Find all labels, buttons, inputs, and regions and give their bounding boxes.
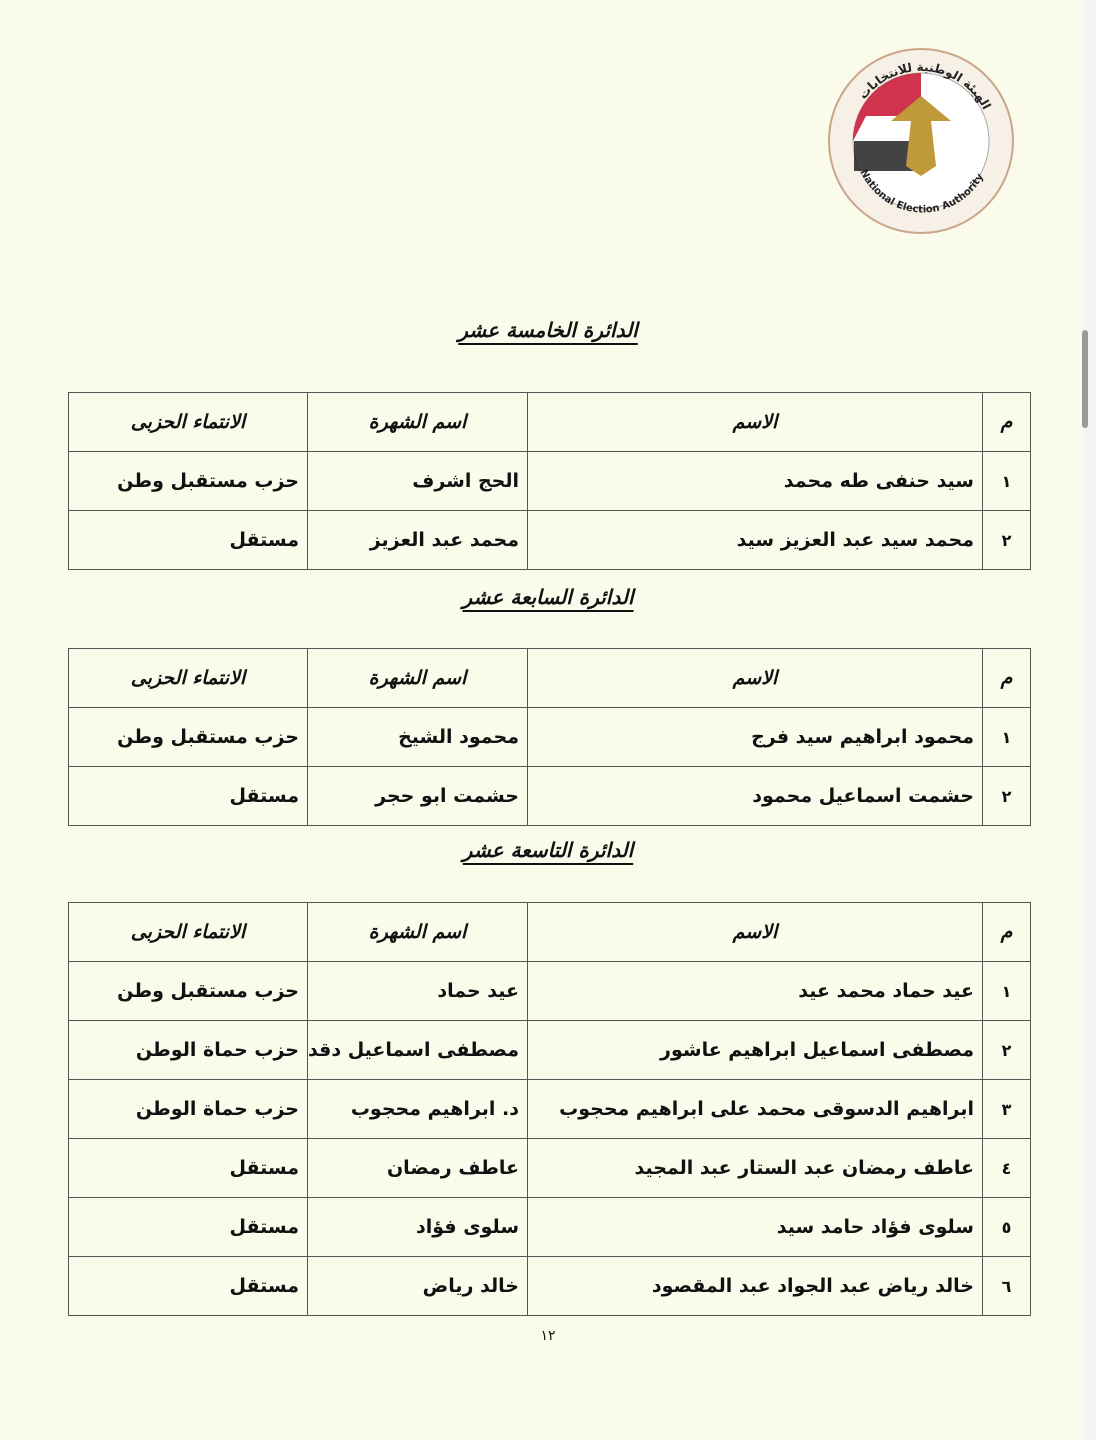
row-party: حزب حماة الوطن	[68, 1079, 308, 1139]
row-party: مستقل	[68, 766, 308, 826]
header-nickname: اسم الشهرة	[307, 392, 528, 452]
row-nickname: حشمت ابو حجر	[307, 766, 528, 826]
row-num: ٢	[982, 766, 1031, 826]
header-party: الانتماء الحزبى	[68, 902, 308, 962]
row-name: سيد حنفى طه محمد	[527, 451, 983, 511]
row-party: مستقل	[68, 510, 308, 570]
header-name: الاسم	[527, 392, 983, 452]
row-num: ١	[982, 707, 1031, 767]
row-num: ١	[982, 451, 1031, 511]
header-num: م	[982, 902, 1031, 962]
table-row: ٦ خالد رياض عبد الجواد عبد المقصود خالد …	[68, 1256, 1031, 1316]
table-header-row: م الاسم اسم الشهرة الانتماء الحزبى	[68, 902, 1031, 962]
header-party: الانتماء الحزبى	[68, 648, 308, 708]
table-header-row: م الاسم اسم الشهرة الانتماء الحزبى	[68, 648, 1031, 708]
candidates-table: م الاسم اسم الشهرة الانتماء الحزبى ١ محم…	[68, 648, 1031, 826]
table-row: ٣ ابراهيم الدسوقى محمد على ابراهيم محجوب…	[68, 1079, 1031, 1139]
row-party: حزب مستقبل وطن	[68, 961, 308, 1021]
row-name: عيد حماد محمد عيد	[527, 961, 983, 1021]
table-row: ٢ محمد سيد عبد العزيز سيد محمد عبد العزي…	[68, 510, 1031, 570]
page-number: ١٢	[540, 1328, 556, 1344]
section-title-text: الدائرة السابعة عشر	[462, 585, 634, 609]
row-num: ٣	[982, 1079, 1031, 1139]
row-nickname: خالد رياض	[307, 1256, 528, 1316]
row-nickname: محمد عبد العزيز	[307, 510, 528, 570]
row-name: مصطفى اسماعيل ابراهيم عاشور	[527, 1020, 983, 1080]
row-nickname: مصطفى اسماعيل دقدق	[307, 1020, 528, 1080]
row-nickname: سلوى فؤاد	[307, 1197, 528, 1257]
header-nickname: اسم الشهرة	[307, 648, 528, 708]
section-title-text: الدائرة الخامسة عشر	[458, 318, 638, 342]
row-name: خالد رياض عبد الجواد عبد المقصود	[527, 1256, 983, 1316]
row-nickname: محمود الشيخ	[307, 707, 528, 767]
section-title: الدائرة الخامسة عشر	[0, 318, 1096, 342]
header-name: الاسم	[527, 902, 983, 962]
row-nickname: الحج اشرف	[307, 451, 528, 511]
table-row: ٢ مصطفى اسماعيل ابراهيم عاشور مصطفى اسما…	[68, 1020, 1031, 1080]
row-name: عاطف رمضان عبد الستار عبد المجيد	[527, 1138, 983, 1198]
row-name: ابراهيم الدسوقى محمد على ابراهيم محجوب	[527, 1079, 983, 1139]
row-party: مستقل	[68, 1197, 308, 1257]
table-row: ٢ حشمت اسماعيل محمود حشمت ابو حجر مستقل	[68, 766, 1031, 826]
row-nickname: عاطف رمضان	[307, 1138, 528, 1198]
header-party: الانتماء الحزبى	[68, 392, 308, 452]
table-row: ٥ سلوى فؤاد حامد سيد سلوى فؤاد مستقل	[68, 1197, 1031, 1257]
section-title: الدائرة التاسعة عشر	[0, 838, 1096, 862]
row-party: حزب مستقبل وطن	[68, 451, 308, 511]
row-nickname: عيد حماد	[307, 961, 528, 1021]
header-name: الاسم	[527, 648, 983, 708]
scrollbar[interactable]	[1082, 330, 1088, 428]
row-name: حشمت اسماعيل محمود	[527, 766, 983, 826]
row-name: محمود ابراهيم سيد فرج	[527, 707, 983, 767]
header-num: م	[982, 648, 1031, 708]
row-party: حزب حماة الوطن	[68, 1020, 308, 1080]
row-num: ٤	[982, 1138, 1031, 1198]
row-name: محمد سيد عبد العزيز سيد	[527, 510, 983, 570]
candidates-table: م الاسم اسم الشهرة الانتماء الحزبى ١ عيد…	[68, 902, 1031, 1316]
row-party: حزب مستقبل وطن	[68, 707, 308, 767]
row-num: ٢	[982, 510, 1031, 570]
table-row: ١ محمود ابراهيم سيد فرج محمود الشيخ حزب …	[68, 707, 1031, 767]
table-row: ١ سيد حنفى طه محمد الحج اشرف حزب مستقبل …	[68, 451, 1031, 511]
national-election-authority-logo: الهيئة الوطنية للانتخابات National Elect…	[828, 48, 1014, 234]
row-party: مستقل	[68, 1256, 308, 1316]
row-num: ٢	[982, 1020, 1031, 1080]
section-title: الدائرة السابعة عشر	[0, 585, 1096, 609]
header-nickname: اسم الشهرة	[307, 902, 528, 962]
row-num: ٦	[982, 1256, 1031, 1316]
page-edge	[1084, 0, 1096, 1440]
header-num: م	[982, 392, 1031, 452]
section-title-text: الدائرة التاسعة عشر	[462, 838, 634, 862]
row-nickname: د. ابراهيم محجوب	[307, 1079, 528, 1139]
table-row: ١ عيد حماد محمد عيد عيد حماد حزب مستقبل …	[68, 961, 1031, 1021]
row-num: ٥	[982, 1197, 1031, 1257]
row-party: مستقل	[68, 1138, 308, 1198]
row-name: سلوى فؤاد حامد سيد	[527, 1197, 983, 1257]
table-header-row: م الاسم اسم الشهرة الانتماء الحزبى	[68, 392, 1031, 452]
table-row: ٤ عاطف رمضان عبد الستار عبد المجيد عاطف …	[68, 1138, 1031, 1198]
candidates-table: م الاسم اسم الشهرة الانتماء الحزبى ١ سيد…	[68, 392, 1031, 570]
row-num: ١	[982, 961, 1031, 1021]
